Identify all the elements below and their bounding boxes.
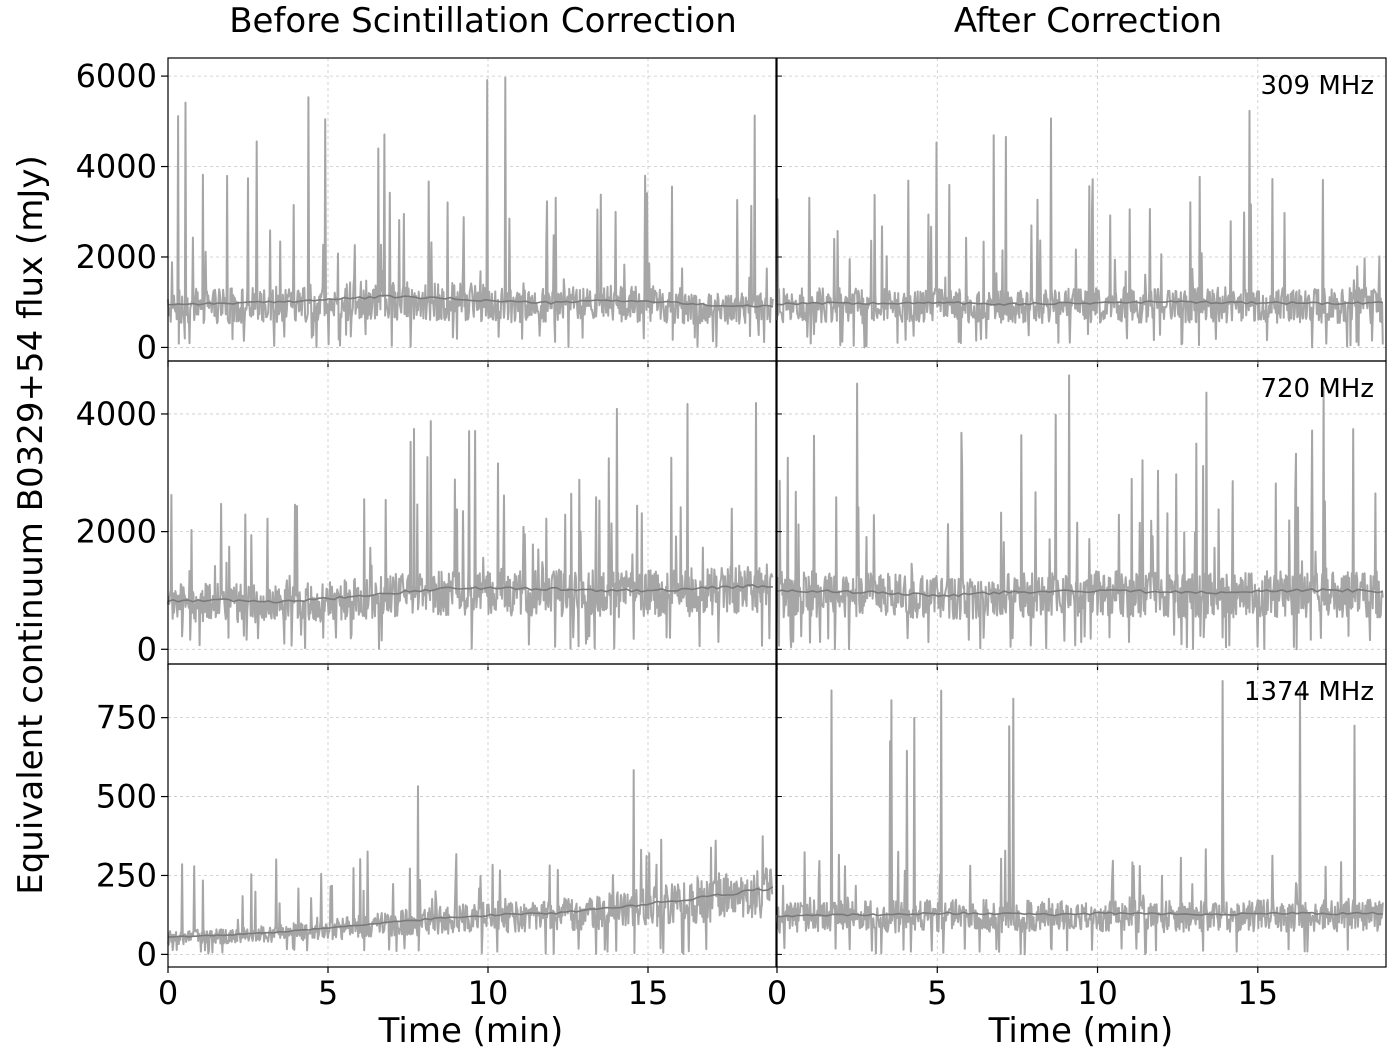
flux-series-smoothed (167, 886, 774, 938)
y-tick-label: 500 (96, 778, 157, 816)
y-tick-label: 2000 (76, 513, 157, 551)
x-tick-label: 0 (158, 974, 178, 1012)
x-tick-label: 10 (1077, 974, 1118, 1012)
y-tick-label: 0 (137, 328, 157, 366)
frequency-label: 1374 MHz (1244, 677, 1374, 707)
panel-before-720: 0 2000 4000 (76, 360, 777, 670)
x-tick-label: 5 (927, 974, 947, 1012)
x-tick-label: 10 (468, 974, 509, 1012)
panel-before-309: 0 2000 4000 6000 (76, 57, 777, 367)
axes-frame (776, 663, 1387, 968)
x-tick-label: 15 (628, 974, 669, 1012)
flux-series-smoothed (776, 300, 1383, 306)
panel-after-309: 309 MHz (776, 57, 1387, 367)
column-title-before: Before Scintillation Correction (229, 1, 737, 41)
y-tick-label: 4000 (76, 148, 157, 186)
flux-series-raw (776, 374, 1384, 651)
y-tick-label: 750 (96, 699, 157, 737)
flux-series-smoothed (776, 911, 1383, 918)
y-tick-label: 250 (96, 856, 157, 894)
x-axis-label-left: Time (min) (378, 1011, 564, 1051)
y-tick-label: 4000 (76, 395, 157, 433)
flux-series-smoothed (167, 584, 773, 604)
column-title-after: After Correction (954, 1, 1222, 41)
y-axis-label: Equivalent continuum B0329+54 flux (mJy) (11, 155, 51, 895)
flux-series-raw (167, 76, 774, 349)
y-tick-label: 0 (137, 630, 157, 668)
flux-series-raw (776, 109, 1384, 349)
flux-series-smoothed (168, 294, 774, 308)
axes-frame (167, 663, 777, 968)
flux-series-smoothed (776, 588, 1383, 598)
flux-series-raw (167, 402, 774, 650)
x-axis-label-right: Time (min) (988, 1011, 1174, 1051)
flux-series-raw (167, 769, 774, 955)
x-tick-label: 15 (1237, 974, 1278, 1012)
frequency-label: 720 MHz (1260, 374, 1374, 404)
flux-series-raw (776, 680, 1384, 956)
panel-after-1374: 0 5 10 15 1374 MHz (767, 663, 1387, 1012)
panel-before-1374: 0 250 500 750 0 5 10 15 (96, 663, 777, 1012)
y-tick-label: 6000 (76, 57, 157, 95)
y-tick-label: 2000 (76, 238, 157, 276)
y-tick-label: 0 (137, 935, 157, 973)
x-tick-label: 0 (767, 974, 787, 1012)
x-tick-label: 5 (318, 974, 338, 1012)
panel-after-720: 720 MHz (776, 360, 1387, 670)
frequency-label: 309 MHz (1260, 71, 1374, 101)
